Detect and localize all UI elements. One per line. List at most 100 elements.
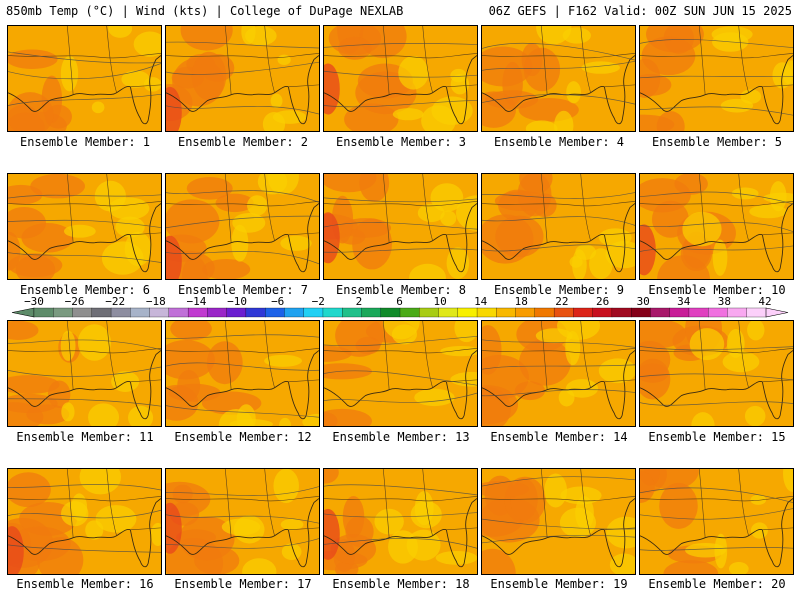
colorbar-min-arrow	[11, 307, 35, 318]
temperature-map	[8, 174, 161, 279]
colorbar-segment	[303, 307, 324, 318]
temperature-map	[482, 174, 635, 279]
ensemble-member-label: Ensemble Member: 10	[648, 283, 786, 297]
ensemble-map-panel	[323, 468, 478, 575]
ensemble-member-label: Ensemble Member: 20	[648, 577, 786, 591]
ensemble-map-panel	[165, 320, 320, 427]
colorbar-segment	[168, 307, 189, 318]
colorbar-segment	[342, 307, 362, 318]
colorbar-segment	[399, 307, 420, 318]
colorbar-segment	[245, 307, 266, 318]
colorbar-segment	[72, 307, 93, 318]
ensemble-member-label: Ensemble Member: 16	[16, 577, 154, 591]
temperature-map	[8, 321, 161, 426]
ensemble-map-panel	[481, 25, 636, 132]
ensemble-member-label: Ensemble Member: 3	[335, 135, 467, 149]
ensemble-member-label: Ensemble Member: 11	[16, 430, 154, 444]
colorbar-segment	[187, 307, 208, 318]
ensemble-map-panel	[639, 173, 794, 280]
ensemble-member-label: Ensemble Member: 1	[19, 135, 151, 149]
colorbar-segment	[91, 307, 112, 318]
chart-title: 850mb Temp (°C) | Wind (kts) | College o…	[6, 4, 404, 18]
ensemble-map-panel	[165, 25, 320, 132]
temperature-map	[482, 26, 635, 131]
temperature-map	[482, 321, 635, 426]
colorbar-segment	[149, 307, 170, 318]
temperature-map	[640, 469, 793, 574]
colorbar-segment	[496, 307, 517, 318]
temperature-map	[166, 174, 319, 279]
ensemble-member-label: Ensemble Member: 7	[177, 283, 309, 297]
colorbar-segment	[457, 307, 478, 318]
colorbar-segment	[631, 307, 651, 318]
ensemble-member-label: Ensemble Member: 2	[177, 135, 309, 149]
ensemble-map-panel	[481, 468, 636, 575]
temperature-map	[324, 174, 477, 279]
colorbar-segment	[708, 307, 728, 318]
colorbar-segment	[727, 307, 748, 318]
ensemble-member-label: Ensemble Member: 18	[332, 577, 470, 591]
colorbar-segment	[650, 307, 671, 318]
colorbar-segment	[553, 307, 574, 318]
ensemble-map-panel	[639, 320, 794, 427]
colorbar-segment	[476, 307, 497, 318]
colorbar-segment	[361, 307, 382, 318]
temperature-map	[324, 469, 477, 574]
ensemble-map-panel	[323, 320, 478, 427]
colorbar-segment	[688, 307, 709, 318]
colorbar-segment	[284, 307, 305, 318]
ensemble-map-panel	[7, 25, 162, 132]
ensemble-map-panel	[165, 468, 320, 575]
colorbar-segment	[746, 307, 767, 318]
colorbar-segment	[33, 307, 54, 318]
colorbar-segment	[438, 307, 459, 318]
ensemble-member-label: Ensemble Member: 13	[332, 430, 470, 444]
temperature-map	[166, 26, 319, 131]
temperature-map	[324, 321, 477, 426]
temperature-map	[640, 174, 793, 279]
ensemble-map-panel	[165, 173, 320, 280]
temperature-map	[482, 469, 635, 574]
colorbar-max-arrow	[765, 307, 789, 318]
ensemble-map-panel	[323, 25, 478, 132]
temperature-map	[166, 321, 319, 426]
temperature-map	[640, 321, 793, 426]
colorbar-segment	[130, 307, 151, 318]
colorbar-segment	[110, 307, 131, 318]
temperature-map	[8, 469, 161, 574]
ensemble-map-panel	[481, 173, 636, 280]
ensemble-member-label: Ensemble Member: 9	[493, 283, 625, 297]
colorbar-segment	[380, 307, 401, 318]
colorbar-segment	[573, 307, 594, 318]
colorbar-segment	[534, 307, 555, 318]
ensemble-member-label: Ensemble Member: 12	[174, 430, 312, 444]
colorbar-segment	[265, 307, 285, 318]
ensemble-map-panel	[7, 468, 162, 575]
colorbar-segment	[226, 307, 247, 318]
ensemble-map-panel	[323, 173, 478, 280]
colorbar-segment	[515, 307, 536, 318]
colorbar-segment	[611, 307, 632, 318]
ensemble-member-label: Ensemble Member: 15	[648, 430, 786, 444]
ensemble-member-label: Ensemble Member: 14	[490, 430, 628, 444]
ensemble-member-label: Ensemble Member: 4	[493, 135, 625, 149]
ensemble-map-panel	[639, 468, 794, 575]
ensemble-map-panel	[481, 320, 636, 427]
temperature-map	[8, 26, 161, 131]
colorbar-segment	[419, 307, 439, 318]
ensemble-member-label: Ensemble Member: 6	[19, 283, 151, 297]
ensemble-member-label: Ensemble Member: 5	[651, 135, 783, 149]
ensemble-map-panel	[7, 320, 162, 427]
colorbar-segment	[592, 307, 613, 318]
model-run-info: 06Z GEFS | F162 Valid: 00Z SUN JUN 15 20…	[488, 4, 792, 18]
colorbar-segment	[53, 307, 73, 318]
colorbar-segment	[207, 307, 228, 318]
ensemble-map-panel	[7, 173, 162, 280]
ensemble-map-panel	[639, 25, 794, 132]
temperature-map	[640, 26, 793, 131]
colorbar-segment	[322, 307, 343, 318]
temperature-map	[166, 469, 319, 574]
temperature-map	[324, 26, 477, 131]
ensemble-member-label: Ensemble Member: 8	[335, 283, 467, 297]
ensemble-member-label: Ensemble Member: 17	[174, 577, 312, 591]
